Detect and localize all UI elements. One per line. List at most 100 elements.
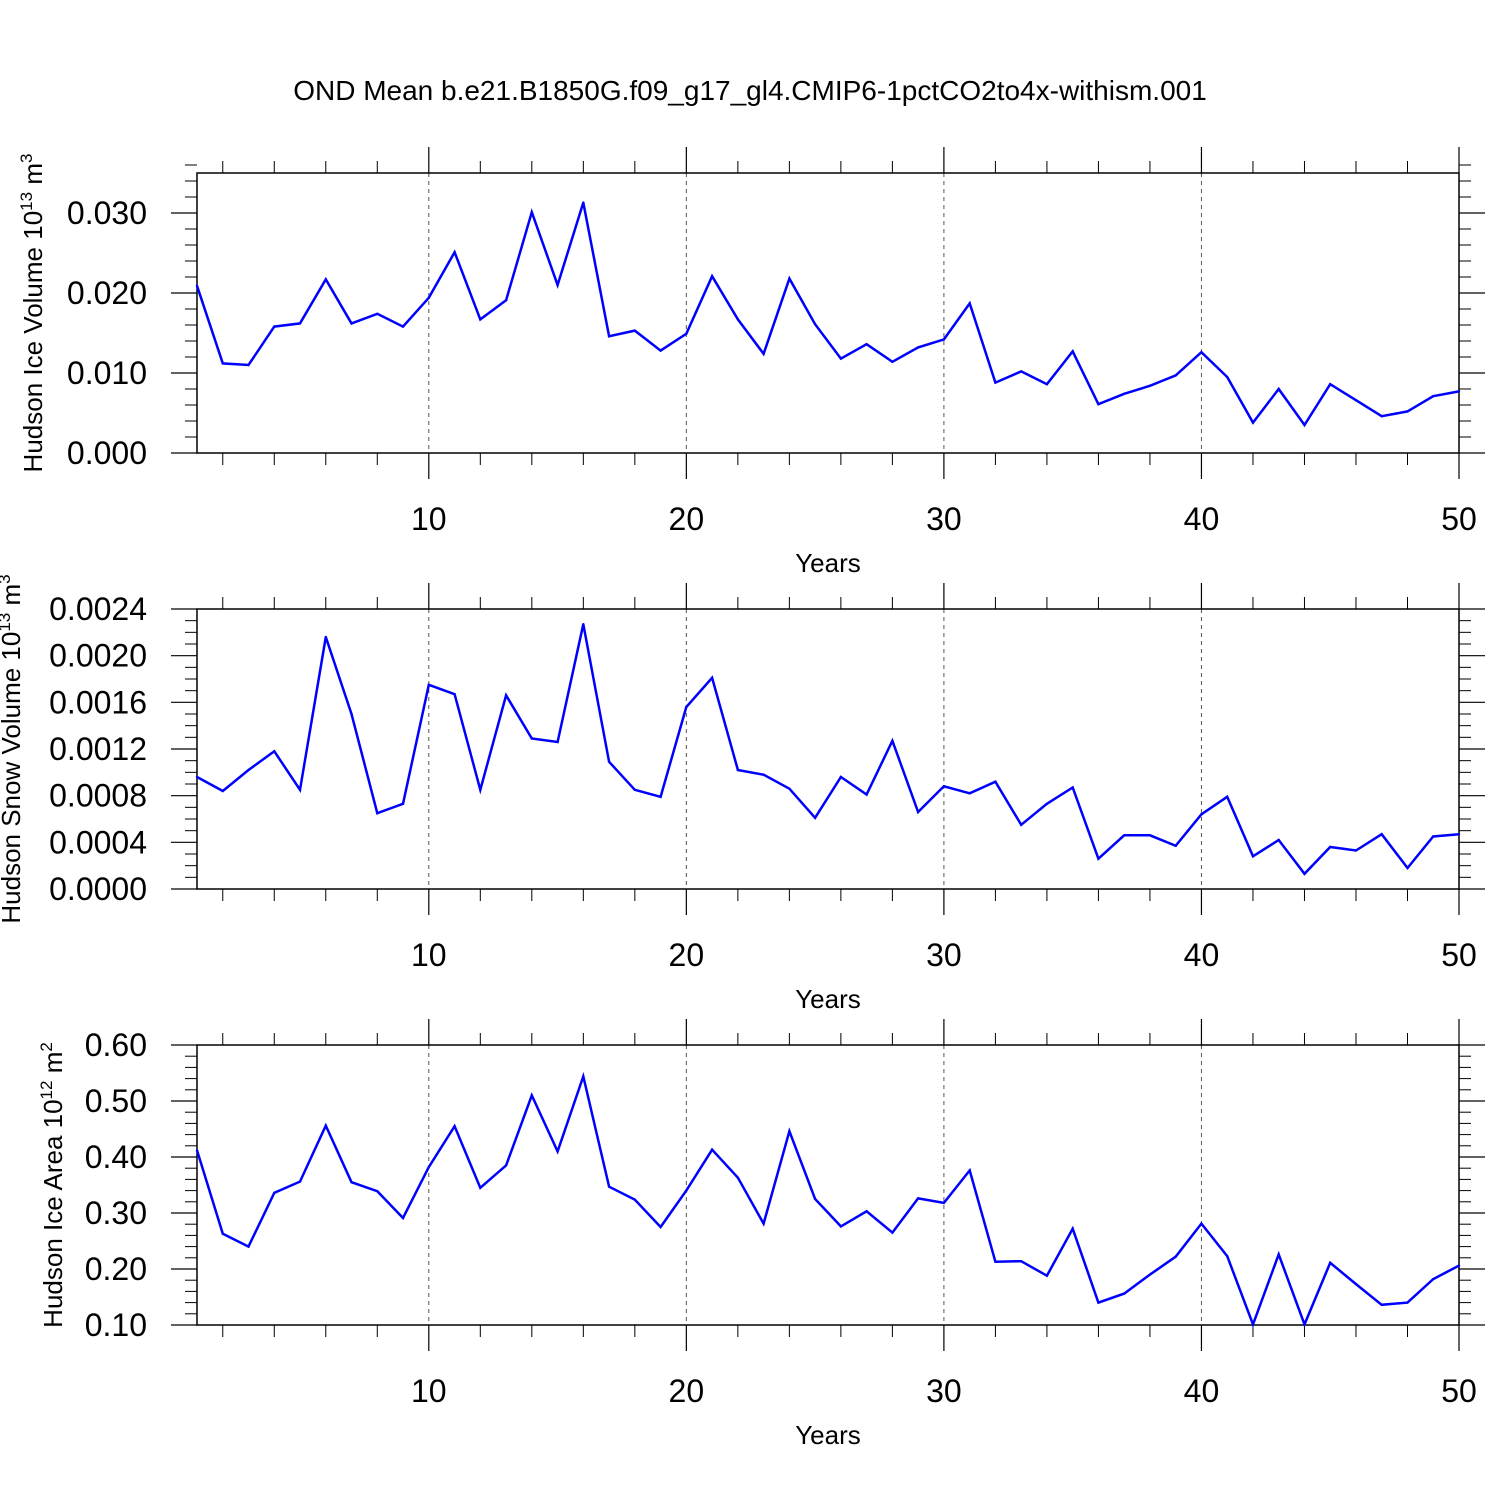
data-point bbox=[530, 1094, 534, 1097]
data-series-line bbox=[196, 623, 1460, 876]
data-point bbox=[736, 768, 740, 772]
data-point bbox=[1251, 1323, 1255, 1326]
x-tick-label: 10 bbox=[411, 501, 447, 537]
data-point bbox=[710, 1148, 714, 1151]
data-point bbox=[479, 1186, 482, 1190]
data-point bbox=[1045, 1274, 1049, 1277]
data-point bbox=[942, 785, 946, 788]
data-point bbox=[1226, 1254, 1229, 1258]
x-tick-label: 40 bbox=[1184, 937, 1220, 973]
data-point bbox=[1277, 1253, 1280, 1256]
y-tick-label: 0.010 bbox=[67, 355, 147, 391]
y-axis-label: Hudson Ice Area 1012 m2 bbox=[37, 1042, 68, 1328]
y-axis-label: Hudson Snow Volume 1013 m3 bbox=[0, 574, 26, 923]
data-point bbox=[1251, 855, 1255, 858]
y-tick-label: 0.0016 bbox=[49, 684, 147, 720]
data-point bbox=[504, 299, 508, 302]
y-tick-label: 0.030 bbox=[67, 195, 147, 231]
data-point bbox=[762, 773, 765, 776]
data-point bbox=[582, 1075, 585, 1078]
data-point bbox=[1097, 1301, 1100, 1304]
data-point bbox=[479, 318, 482, 321]
data-point bbox=[891, 1231, 894, 1234]
data-point bbox=[994, 381, 997, 384]
data-point bbox=[1148, 1273, 1152, 1276]
data-point bbox=[376, 811, 379, 815]
data-point bbox=[1329, 845, 1332, 849]
y-tick-label: 0.50 bbox=[85, 1083, 147, 1119]
data-point bbox=[685, 332, 688, 335]
data-point bbox=[350, 322, 353, 325]
data-point bbox=[582, 201, 585, 204]
data-point bbox=[273, 750, 276, 753]
y-tick-label: 0.0012 bbox=[49, 731, 147, 767]
x-tick-label: 20 bbox=[669, 937, 705, 973]
data-point bbox=[453, 1125, 456, 1128]
y-tick-label: 0.000 bbox=[67, 435, 147, 471]
chart-panels: 10 20 30 40 50 0.000 0.010 0.020 0.030 Years Hudso… bbox=[0, 147, 1485, 1450]
data-point bbox=[762, 352, 765, 355]
data-point bbox=[1251, 421, 1255, 424]
data-point bbox=[427, 683, 430, 687]
data-point bbox=[1329, 1261, 1332, 1265]
data-point bbox=[1354, 849, 1358, 852]
data-point bbox=[1148, 834, 1152, 837]
data-point bbox=[710, 676, 714, 680]
x-tick-label: 30 bbox=[926, 501, 962, 537]
data-point bbox=[350, 712, 353, 716]
chart-title: OND Mean b.e21.B1850G.f09_g17_gl4.CMIP6-… bbox=[293, 75, 1207, 106]
data-point bbox=[530, 211, 534, 214]
data-point bbox=[865, 343, 868, 346]
data-point bbox=[556, 283, 559, 287]
data-point bbox=[1019, 823, 1023, 827]
data-point bbox=[1122, 392, 1126, 395]
x-axis-label: Years bbox=[795, 984, 861, 1014]
data-point bbox=[376, 1189, 379, 1193]
y-tick-label: 0.10 bbox=[85, 1307, 147, 1343]
data-point bbox=[736, 318, 740, 321]
data-point bbox=[891, 739, 894, 743]
data-point bbox=[1019, 370, 1023, 373]
data-point bbox=[685, 1189, 688, 1192]
data-point bbox=[736, 1176, 740, 1179]
panel-1: 10 20 30 40 50 0.000 0.010 0.020 0.030 Years Hudso… bbox=[17, 147, 1485, 578]
data-point bbox=[221, 1232, 224, 1235]
data-point bbox=[1226, 375, 1229, 379]
data-point bbox=[839, 357, 843, 360]
panel-2: 10 20 30 40 50 0.0000 0.0004 0.0008 0.0012 0.0016… bbox=[0, 574, 1485, 1014]
data-series-line bbox=[195, 1071, 1460, 1328]
data-point bbox=[504, 694, 508, 697]
plot-frame bbox=[196, 1044, 1460, 1326]
data-point bbox=[221, 789, 224, 793]
data-point bbox=[839, 775, 843, 779]
data-point bbox=[1148, 384, 1152, 387]
y-axis-label: Hudson Ice Volume 1013 m3 bbox=[17, 154, 48, 473]
data-point bbox=[607, 1185, 611, 1188]
x-tick-label: 20 bbox=[669, 1373, 705, 1409]
data-point bbox=[427, 1165, 430, 1169]
data-point bbox=[916, 1197, 920, 1200]
data-point bbox=[1122, 834, 1126, 837]
y-tick-label: 0.30 bbox=[85, 1195, 147, 1231]
data-point bbox=[298, 322, 302, 325]
y-tick-label: 0.0024 bbox=[49, 591, 147, 627]
data-point bbox=[865, 1210, 868, 1213]
data-point bbox=[1200, 1222, 1203, 1225]
data-series-line bbox=[195, 202, 1460, 428]
y-tick-label: 0.0000 bbox=[49, 871, 147, 907]
data-point bbox=[813, 323, 817, 326]
data-point bbox=[556, 1150, 559, 1153]
data-point bbox=[1071, 350, 1074, 353]
data-point bbox=[633, 329, 637, 332]
y-tick-label: 0.0008 bbox=[49, 778, 147, 814]
data-point bbox=[247, 363, 250, 367]
data-point bbox=[324, 1124, 327, 1127]
x-tick-label: 50 bbox=[1441, 501, 1477, 537]
data-point bbox=[659, 795, 662, 799]
data-point bbox=[350, 1181, 353, 1184]
data-point bbox=[453, 251, 456, 254]
x-tick-label: 30 bbox=[926, 937, 962, 973]
data-point bbox=[1457, 1264, 1461, 1267]
panel-3: 10 20 30 40 50 0.10 0.20 0.30 0.40 0.50 0.60 Years H… bbox=[37, 1019, 1485, 1450]
x-tick-label: 30 bbox=[926, 1373, 962, 1409]
